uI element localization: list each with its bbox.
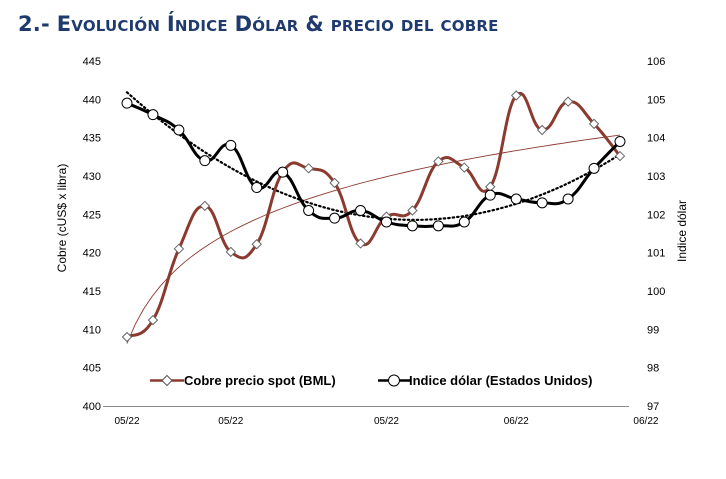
- dolar-point: [406, 220, 418, 232]
- y-tick-label: 430: [83, 171, 101, 183]
- dolar-point: [432, 220, 444, 232]
- cobre-point: [433, 156, 444, 167]
- title-word: DEL: [400, 17, 434, 35]
- y-tick-label: 415: [83, 286, 101, 298]
- dolar-point: [303, 205, 315, 216]
- chart-axes: 400 405 410 415 420 425 430 435 440 445 97 98 99 100 1…: [83, 56, 666, 427]
- cobre-point: [303, 163, 314, 174]
- cobre-point: [355, 238, 366, 249]
- y-tick-label: 425: [83, 209, 101, 221]
- cobre-point: [588, 118, 600, 130]
- cobre-trend-line: [126, 134, 621, 344]
- y-tick-label: 435: [83, 133, 101, 145]
- cobre-point: [225, 246, 236, 258]
- x-tick-label: 06/22: [633, 416, 658, 427]
- legend-dolar-label: Indice dólar (Estados Unidos): [409, 373, 592, 388]
- legend-cobre-label: Cobre precio spot (BML): [184, 373, 336, 388]
- title-word: DÓLAR: [234, 12, 299, 36]
- title-text: EVOLUCIÓN ÍNDICE DÓLAR & PRECIO DEL COBR…: [56, 12, 499, 36]
- y2-tick-label: 106: [647, 56, 665, 68]
- title-word: COBRE: [440, 17, 499, 35]
- y2-tick-label: 104: [647, 133, 665, 145]
- y2-tick-label: 99: [647, 324, 659, 336]
- cobre-point: [614, 150, 626, 162]
- y2-tick-label: 100: [647, 286, 665, 298]
- x-tick-label: 05/22: [114, 416, 139, 427]
- cobre-point: [121, 331, 133, 343]
- dolar-point: [536, 197, 548, 209]
- cobre-point: [511, 90, 522, 101]
- dolar-point: [588, 162, 600, 174]
- x-tick-label: 05/22: [218, 416, 243, 427]
- cobre-point: [251, 239, 262, 250]
- dolar-point: [484, 189, 496, 201]
- dolar-point: [380, 216, 392, 228]
- y-tick-label: 410: [83, 324, 101, 336]
- dolar-point: [199, 155, 211, 167]
- y2-axis-label: Indice dólar: [675, 200, 689, 262]
- cobre-point: [199, 200, 211, 212]
- legend-cobre-marker: [161, 374, 173, 387]
- title-word: ÍNDICE: [166, 12, 228, 36]
- page-title: 2.- EVOLUCIÓN ÍNDICE DÓLAR & PRECIO DEL …: [18, 12, 499, 36]
- title-word: EVOLUCIÓN: [56, 12, 161, 36]
- y-tick-label: 420: [83, 248, 101, 260]
- legend-dolar-marker: [388, 374, 400, 387]
- y2-tick-label: 103: [647, 171, 665, 183]
- chart-trendlines: [125, 91, 622, 344]
- y-axis-label: Cobre (cUS$ x libra): [55, 164, 69, 273]
- title-word: &: [305, 12, 324, 36]
- chart-legend: Cobre precio spot (BML) Indice dólar (Es…: [150, 373, 592, 388]
- dolar-point: [121, 97, 133, 109]
- dolar-point: [614, 136, 626, 147]
- dolar-point: [355, 205, 367, 216]
- y2-tick-label: 105: [647, 94, 665, 106]
- cobre-point: [147, 314, 159, 326]
- dolar-point: [458, 216, 470, 228]
- cobre-point: [407, 205, 418, 216]
- chart-markers: [121, 90, 626, 343]
- x-tick-label: 06/22: [504, 416, 529, 427]
- y-tick-label: 445: [83, 56, 101, 68]
- dolar-trend-line: [125, 91, 622, 222]
- dolar-point: [510, 193, 522, 205]
- dolar-point: [251, 182, 263, 193]
- cobre-point: [459, 162, 470, 173]
- dolar-point: [225, 139, 237, 151]
- x-tick-label: 05/22: [374, 416, 399, 427]
- dolar-point: [562, 193, 574, 205]
- cobre-point: [536, 124, 548, 136]
- y2-tick-label: 102: [647, 209, 665, 221]
- dolar-point: [173, 124, 185, 136]
- y2-tick-label: 98: [647, 363, 659, 375]
- y2-tick-label: 97: [647, 401, 659, 413]
- y-tick-label: 400: [83, 401, 101, 413]
- y-tick-label: 405: [83, 363, 101, 375]
- title-word: PRECIO: [330, 17, 395, 35]
- dolar-point: [147, 109, 159, 121]
- cobre-point: [173, 243, 185, 255]
- title-number: 2.-: [18, 12, 50, 36]
- cobre-point: [562, 96, 574, 107]
- y2-tick-label: 101: [647, 248, 665, 260]
- y-tick-label: 440: [83, 94, 101, 106]
- dolar-point: [329, 212, 341, 224]
- cobre-point: [329, 177, 340, 189]
- dolar-point: [277, 166, 289, 178]
